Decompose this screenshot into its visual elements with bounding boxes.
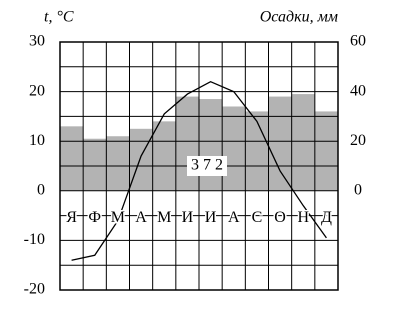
x-tick-label: М bbox=[111, 209, 125, 226]
x-tick-label: А bbox=[228, 209, 240, 226]
bar bbox=[60, 126, 84, 191]
annotation-bg bbox=[187, 156, 227, 176]
x-tick-label: А bbox=[135, 209, 147, 226]
bar bbox=[129, 128, 153, 191]
y2-axis-label: Осадки, мм bbox=[260, 9, 338, 26]
bar bbox=[83, 138, 107, 191]
annual-total: 3 7 2 bbox=[191, 157, 223, 174]
plot-frame bbox=[59, 41, 339, 291]
y-tick-label: 10 bbox=[29, 132, 45, 149]
y-axis-label: t, °C bbox=[44, 9, 74, 26]
y-tick-label: 30 bbox=[29, 33, 45, 50]
bar bbox=[222, 106, 246, 191]
x-tick-label: И bbox=[182, 209, 194, 226]
x-tick-label: С bbox=[252, 209, 263, 226]
bar bbox=[314, 111, 338, 191]
x-tick-label: О bbox=[274, 209, 286, 226]
bar bbox=[152, 121, 176, 191]
y-tick-label: -10 bbox=[24, 231, 45, 248]
bar bbox=[291, 94, 315, 191]
temperature-line bbox=[71, 80, 327, 261]
x-tick-label: И bbox=[205, 209, 217, 226]
y2-tick-label: 20 bbox=[350, 132, 366, 149]
y-tick-label: 0 bbox=[37, 181, 45, 198]
x-tick-label: Д bbox=[321, 209, 332, 226]
y-tick-label: -20 bbox=[24, 281, 45, 298]
bar bbox=[175, 96, 199, 191]
bar bbox=[268, 96, 292, 191]
x-tick-label: Я bbox=[66, 209, 77, 226]
bar bbox=[106, 136, 130, 191]
x-tick-label: Ф bbox=[88, 209, 101, 226]
bar bbox=[199, 99, 223, 191]
y2-tick-label: 0 bbox=[354, 181, 362, 198]
y2-tick-label: 60 bbox=[350, 33, 366, 50]
x-tick-label: М bbox=[157, 209, 171, 226]
bar bbox=[245, 111, 269, 191]
y2-tick-label: 40 bbox=[350, 82, 366, 99]
x-tick-label: Н bbox=[297, 209, 309, 226]
y-tick-label: 20 bbox=[29, 82, 45, 99]
